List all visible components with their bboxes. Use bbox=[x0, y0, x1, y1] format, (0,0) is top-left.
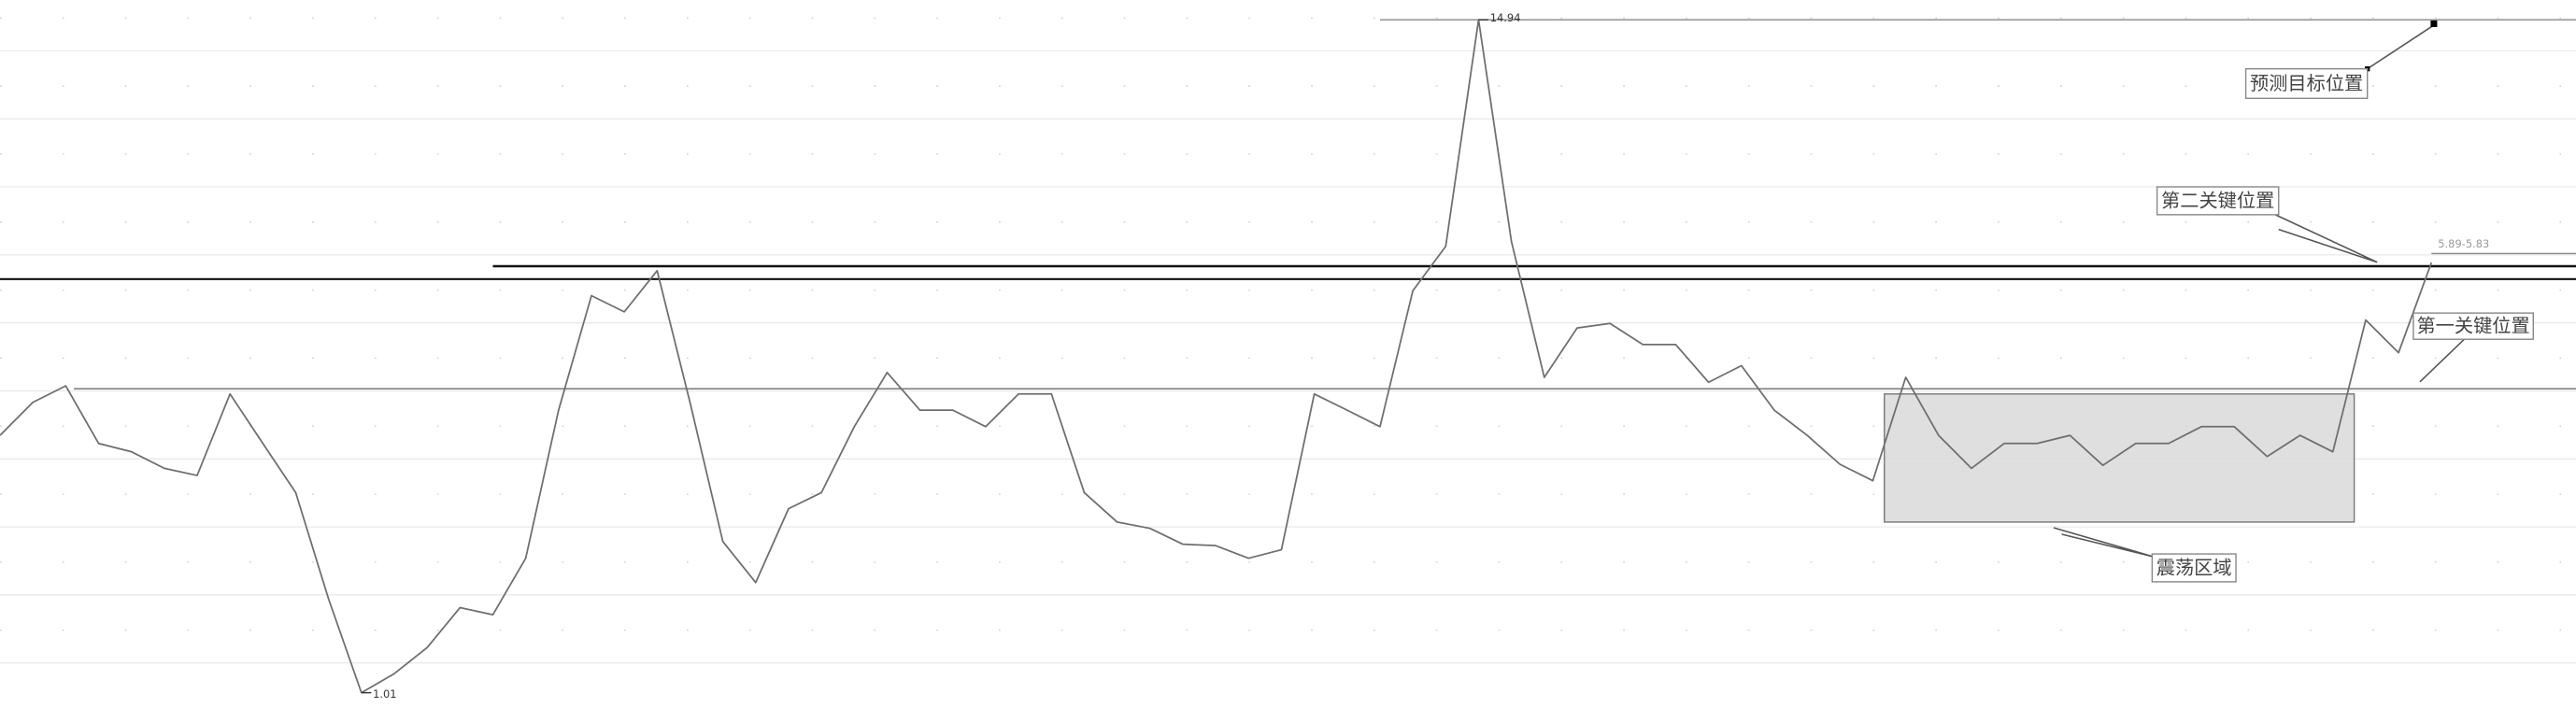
annotation-box bbox=[2156, 186, 2280, 216]
annotation-arrow bbox=[2419, 338, 2465, 383]
annotation: 第二关键位置 bbox=[2161, 189, 2274, 211]
annotation-arrow bbox=[2274, 214, 2378, 263]
levels bbox=[0, 19, 2576, 390]
annotation-box bbox=[2244, 67, 2369, 99]
annotation-box bbox=[2151, 553, 2237, 583]
annotation: 第一关键位置 bbox=[2416, 315, 2529, 337]
zone bbox=[1884, 393, 2355, 523]
annotation: 预测目标位置 bbox=[2250, 72, 2363, 94]
annotation-arrow bbox=[2367, 23, 2436, 70]
annotation-arrow bbox=[2053, 527, 2156, 559]
series: 14.94 1.01 bbox=[0, 11, 2433, 701]
grid bbox=[0, 17, 2576, 664]
annotation-box bbox=[2412, 312, 2534, 340]
annotation: 震荡区域 bbox=[2156, 556, 2232, 578]
price-line bbox=[0, 19, 2433, 694]
level-label: 5.89-5.83 bbox=[2438, 237, 2489, 250]
annotations: 预测目标位置 第二关键位置 第一关键位置 震荡区域 5.89-5.83 bbox=[2053, 20, 2534, 583]
low-label: 1.01 bbox=[373, 687, 396, 701]
target-marker bbox=[2430, 20, 2438, 27]
oscillation-zone bbox=[1884, 393, 2355, 523]
high-label: 14.94 bbox=[1490, 11, 1521, 24]
